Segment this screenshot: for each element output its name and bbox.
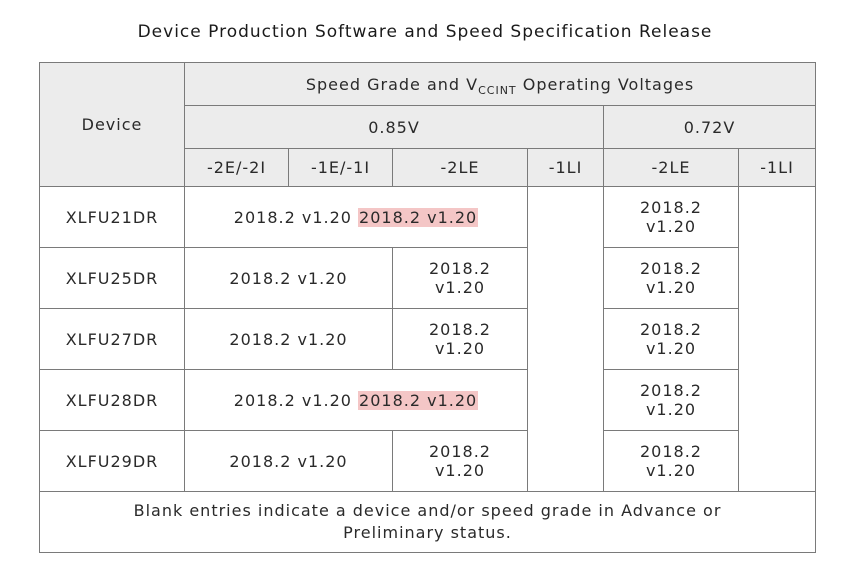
release-cell-2le: 2018.2 v1.20 xyxy=(392,430,528,492)
blank-cell-1li-072 xyxy=(737,186,817,492)
header-row-2: 0.85V 0.72V xyxy=(40,105,817,149)
release-line-1: 2018.2 xyxy=(640,320,702,339)
release-cell-2le: 2018.2 v1.20 xyxy=(392,308,528,370)
grade-header-2le-072: -2LE xyxy=(603,148,739,187)
header-row-3: -2E/-2I -1E/-1I -2LE -1LI -2LE -1LI xyxy=(40,148,817,187)
release-line-1: 2018.2 xyxy=(640,442,702,461)
release-value-highlighted: 2018.2 v1.20 xyxy=(358,207,479,227)
release-cell-072: 2018.2 v1.20 xyxy=(603,308,739,370)
release-line-1: 2018.2 xyxy=(640,259,702,278)
release-cell: 2018.2 v1.20 xyxy=(184,247,393,309)
release-cell: 2018.2 v1.20 2018.2 v1.20 xyxy=(184,369,528,431)
speed-grade-prefix: Speed Grade and V xyxy=(305,74,479,94)
release-line-2: v1.20 xyxy=(434,339,486,358)
release-line-2: v1.20 xyxy=(434,278,486,297)
release-value: 2018.2 v1.20 xyxy=(233,207,352,227)
footnote-line-2: Preliminary status. xyxy=(343,523,512,542)
release-line-2: v1.20 xyxy=(645,400,697,419)
release-line-2: v1.20 xyxy=(645,461,697,480)
grade-header-1li-085: -1LI xyxy=(527,148,604,187)
release-cell-072: 2018.2 v1.20 xyxy=(603,247,739,309)
table-row: XLFU25DR 2018.2 v1.20 2018.2 v1.20 2018.… xyxy=(39,247,816,309)
release-cell-072: 2018.2 v1.20 xyxy=(603,430,739,492)
release-line-1: 2018.2 xyxy=(429,442,491,461)
release-line-2: v1.20 xyxy=(645,278,697,297)
release-value-highlighted: 2018.2 v1.20 xyxy=(358,390,479,410)
release-line-1: 2018.2 xyxy=(429,320,491,339)
release-line-2: v1.20 xyxy=(645,339,697,358)
speed-grade-header: Speed Grade and VCCINT Operating Voltage… xyxy=(183,62,817,106)
speed-spec-table: Device Speed Grade and VCCINT Operating … xyxy=(38,62,817,553)
grade-header-1li-072: -1LI xyxy=(737,148,817,187)
voltage-085-header: 0.85V xyxy=(184,105,604,149)
table-title: Device Production Software and Speed Spe… xyxy=(137,22,713,42)
device-header: Device xyxy=(39,62,185,187)
voltage-072-header: 0.72V xyxy=(602,105,817,149)
device-name: XLFU27DR xyxy=(39,308,185,370)
release-line-1: 2018.2 xyxy=(640,381,702,400)
speed-grade-subscript: CCINT xyxy=(478,83,517,97)
release-cell: 2018.2 v1.20 xyxy=(184,308,393,370)
table-row: XLFU29DR 2018.2 v1.20 2018.2 v1.20 2018.… xyxy=(39,430,816,492)
device-name: XLFU28DR xyxy=(39,369,185,431)
grade-header-2le-085: -2LE xyxy=(392,148,528,187)
footer-row: Blank entries indicate a device and/or s… xyxy=(38,491,817,553)
table-row: XLFU27DR 2018.2 v1.20 2018.2 v1.20 2018.… xyxy=(39,308,816,370)
release-line-1: 2018.2 xyxy=(429,259,491,278)
grade-header-2e-2i: -2E/-2I xyxy=(184,148,289,187)
blank-cell-1li-085 xyxy=(527,186,604,492)
footnote: Blank entries indicate a device and/or s… xyxy=(38,491,817,553)
table-row: XLFU21DR 2018.2 v1.20 2018.2 v1.20 2018.… xyxy=(39,186,817,492)
release-value: 2018.2 v1.20 xyxy=(233,390,352,410)
device-name: XLFU21DR xyxy=(39,186,185,248)
device-name: XLFU25DR xyxy=(39,247,185,309)
grade-header-1e-1i: -1E/-1I xyxy=(288,148,393,187)
release-line-1: 2018.2 xyxy=(640,198,702,217)
release-cell-072: 2018.2 v1.20 xyxy=(603,186,739,248)
release-cell-2le: 2018.2 v1.20 xyxy=(392,247,528,309)
release-cell-072: 2018.2 v1.20 xyxy=(603,369,739,431)
speed-grade-suffix: Operating Voltages xyxy=(516,74,695,94)
release-line-2: v1.20 xyxy=(645,217,697,236)
release-cell: 2018.2 v1.20 2018.2 v1.20 xyxy=(184,186,528,248)
footnote-line-1: Blank entries indicate a device and/or s… xyxy=(133,501,722,520)
header-row-1: Device Speed Grade and VCCINT Operating … xyxy=(39,62,817,187)
table-row: XLFU28DR 2018.2 v1.20 2018.2 v1.20 2018.… xyxy=(39,369,816,431)
release-line-2: v1.20 xyxy=(434,461,486,480)
release-cell: 2018.2 v1.20 xyxy=(184,430,393,492)
device-name: XLFU29DR xyxy=(39,430,185,492)
